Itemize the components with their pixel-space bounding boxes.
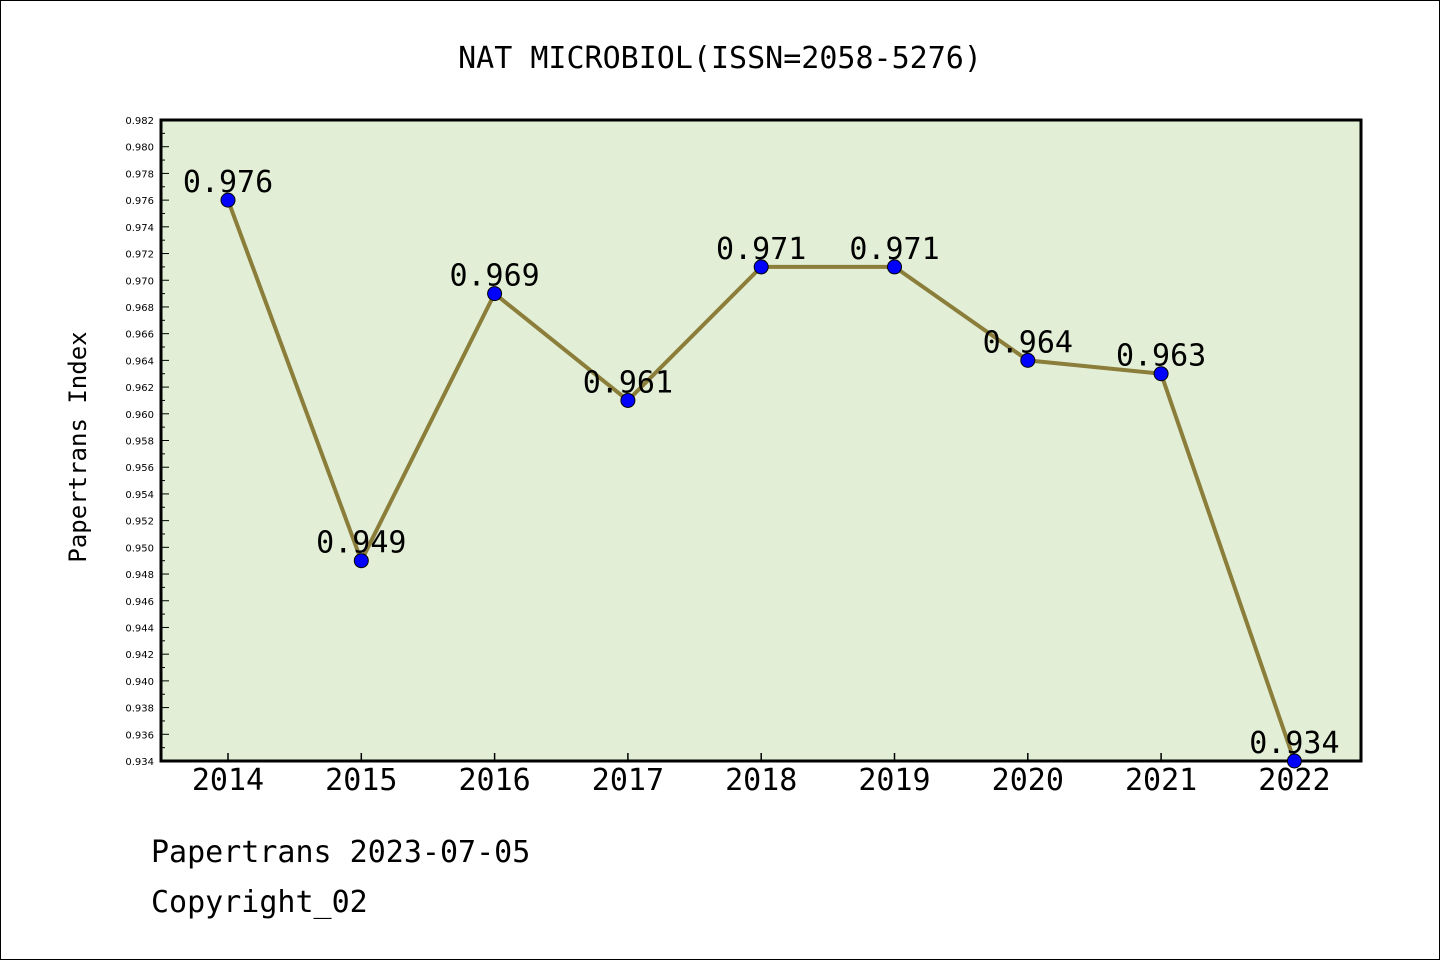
y-tick-label: 0.964 (125, 356, 154, 367)
chart-title: NAT MICROBIOL(ISSN=2058-5276) (458, 41, 982, 76)
data-point (620, 392, 636, 408)
data-label: 0.934 (1249, 726, 1339, 761)
x-tick-label: 2014 (192, 763, 264, 798)
y-tick-label: 0.966 (125, 330, 154, 341)
data-point (753, 259, 769, 275)
y-tick-label: 0.960 (125, 410, 154, 421)
y-tick-label: 0.978 (125, 169, 154, 180)
y-tick-label: 0.936 (125, 730, 154, 741)
y-axis-ticks: 0.934 0.936 0.938 0.940 0.942 0.944 0.946 0.948… (125, 116, 169, 768)
footer-copyright: Copyright_02 (151, 885, 368, 920)
data-label: 0.969 (449, 259, 539, 294)
footer-date: Papertrans 2023-07-05 (151, 835, 531, 870)
y-tick-label: 0.976 (125, 196, 154, 207)
plot-area (159, 118, 1363, 763)
data-point (353, 553, 369, 569)
y-tick-label: 0.940 (125, 677, 154, 688)
y-tick-label: 0.954 (125, 490, 154, 501)
y-tick-label: 0.944 (125, 623, 154, 634)
y-axis-label: Papertrans Index (64, 331, 92, 562)
y-tick-label: 0.934 (125, 757, 154, 768)
data-label: 0.971 (849, 232, 939, 267)
x-axis-ticks: 2014 2015 2016 2017 2018 2019 2020 2021 2022 (192, 753, 1331, 798)
x-tick-label: 2019 (858, 763, 930, 798)
data-point (1286, 753, 1302, 769)
y-tick-label: 0.974 (125, 223, 154, 234)
x-tick-label: 2015 (325, 763, 397, 798)
x-tick-label: 2018 (725, 763, 797, 798)
data-label: 0.964 (983, 325, 1073, 360)
y-tick-label: 0.952 (125, 517, 154, 528)
data-point (1020, 352, 1036, 368)
data-labels: 0.976 0.949 0.969 0.961 0.971 0.971 0.964 0.963… (183, 165, 1340, 761)
x-tick-label: 2016 (458, 763, 530, 798)
x-tick-label: 2022 (1258, 763, 1330, 798)
data-point (887, 259, 902, 275)
y-tick-label: 0.946 (125, 597, 154, 608)
y-tick-label: 0.982 (125, 116, 154, 127)
data-point (487, 286, 503, 302)
data-point (1153, 366, 1169, 382)
data-label: 0.976 (183, 165, 273, 200)
x-tick-label: 2017 (592, 763, 664, 798)
y-tick-label: 0.950 (125, 543, 154, 554)
series-points (220, 192, 1302, 769)
y-tick-label: 0.958 (125, 437, 154, 448)
data-label: 0.963 (1116, 339, 1206, 374)
data-label: 0.949 (316, 526, 406, 561)
y-tick-label: 0.938 (125, 704, 154, 715)
x-tick-label: 2021 (1125, 763, 1197, 798)
y-tick-label: 0.962 (125, 383, 154, 394)
y-tick-label: 0.968 (125, 303, 154, 314)
y-tick-label: 0.972 (125, 250, 154, 261)
data-label: 0.971 (716, 232, 806, 267)
data-label: 0.961 (583, 365, 673, 400)
y-tick-label: 0.980 (125, 143, 154, 154)
y-tick-label: 0.942 (125, 650, 154, 661)
x-tick-label: 2020 (992, 763, 1064, 798)
y-tick-label: 0.948 (125, 570, 154, 581)
y-tick-label: 0.970 (125, 276, 154, 287)
y-tick-label: 0.956 (125, 463, 154, 474)
data-point (220, 192, 236, 208)
